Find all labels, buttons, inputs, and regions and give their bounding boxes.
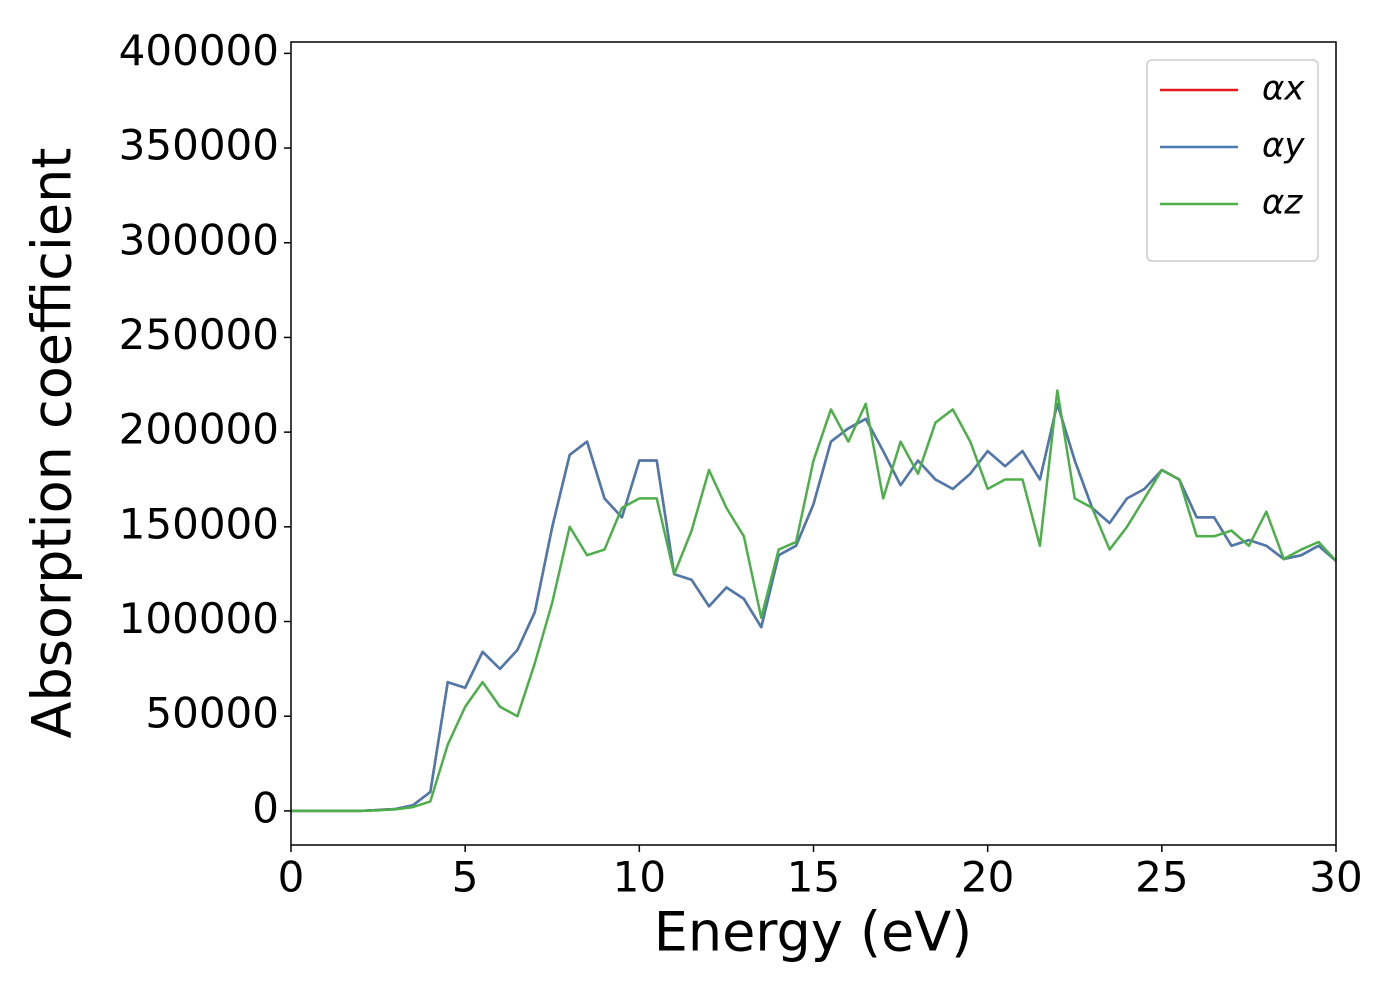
y-tick-label: 150000 xyxy=(119,499,279,548)
x-tick-label: 0 xyxy=(278,853,305,902)
legend-box xyxy=(1146,59,1319,262)
x-tick-label: 15 xyxy=(787,853,840,902)
legend-label: αx xyxy=(1262,69,1305,109)
x-tick-label: 10 xyxy=(613,853,666,902)
x-tick-label: 25 xyxy=(1135,853,1188,902)
x-axis-label: Energy (eV) xyxy=(654,901,973,964)
y-tick-label: 200000 xyxy=(119,405,279,454)
y-tick-label: 250000 xyxy=(119,310,279,359)
x-tick-label: 5 xyxy=(452,853,479,902)
y-tick-label: 0 xyxy=(252,783,279,832)
data-line xyxy=(291,389,1337,813)
y-tick-label: 100000 xyxy=(119,594,279,643)
y-axis-label: Absorption coefficient xyxy=(21,148,84,739)
y-tick-label: 300000 xyxy=(119,215,279,264)
y-tick-label: 350000 xyxy=(119,121,279,170)
x-tick-label: 30 xyxy=(1309,853,1362,902)
y-tick-label: 50000 xyxy=(145,689,279,738)
y-tick-label: 400000 xyxy=(119,26,279,75)
legend-label: αy xyxy=(1262,126,1305,166)
plot-frame xyxy=(290,41,1337,846)
x-tick-label: 20 xyxy=(961,853,1014,902)
legend-label: αz xyxy=(1262,183,1303,223)
